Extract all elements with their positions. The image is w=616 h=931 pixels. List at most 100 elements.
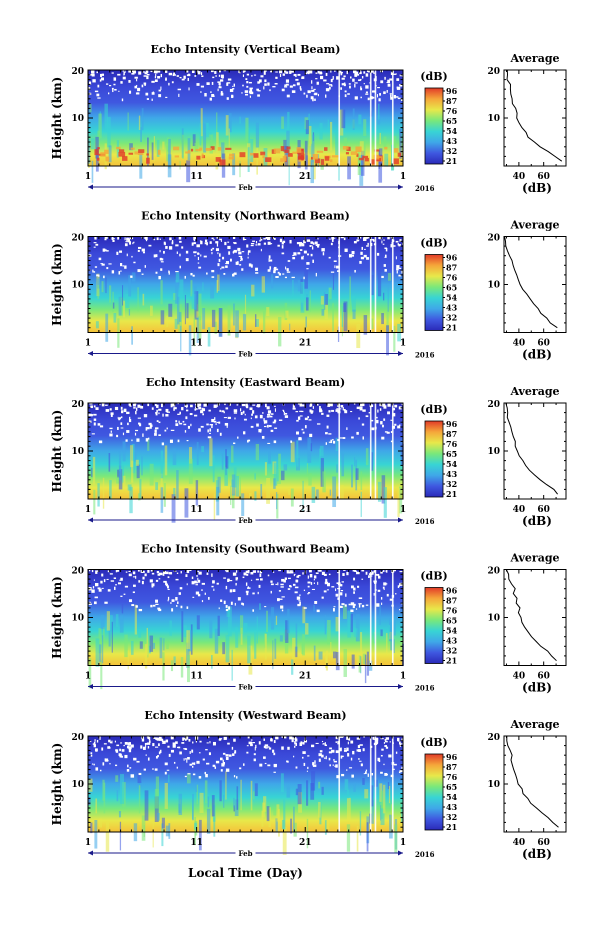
- no-data-speck: [381, 436, 385, 440]
- no-data-speck: [144, 265, 146, 268]
- no-data-speck: [205, 773, 208, 778]
- heatmap-streak: [306, 780, 309, 806]
- heatmap-streak: [165, 825, 170, 837]
- heatmap-streak: [354, 457, 356, 467]
- heatmap-strong-echo: [225, 147, 232, 150]
- heatmap-strong-echo: [324, 156, 330, 161]
- no-data-speck: [121, 410, 124, 414]
- no-data-speck: [242, 74, 245, 77]
- no-data-speck: [380, 754, 383, 757]
- no-data-speck: [216, 582, 219, 585]
- heatmap-streak: [209, 438, 213, 467]
- no-data-speck: [108, 746, 111, 748]
- heatmap-streak: [264, 462, 268, 476]
- no-data-speck: [287, 260, 291, 262]
- no-data-speck: [189, 751, 191, 754]
- panel-title: Echo Intensity (Vertical Beam): [150, 43, 340, 56]
- no-data-speck: [341, 77, 345, 80]
- no-data-speck: [303, 740, 308, 743]
- no-data-speck: [245, 570, 249, 574]
- no-data-speck: [217, 88, 219, 92]
- no-data-speck: [390, 419, 394, 421]
- no-data-speck: [175, 578, 179, 581]
- month-span-arrow-left: [88, 351, 93, 356]
- no-data-speck: [353, 403, 356, 405]
- no-data-speck: [211, 269, 215, 273]
- no-data-speck: [397, 243, 399, 246]
- no-data-speck: [388, 754, 392, 758]
- heatmap-streak: [141, 456, 143, 476]
- no-data-speck: [151, 407, 154, 410]
- colorbar-tick-label: 76: [446, 606, 458, 616]
- no-data-speck: [289, 85, 293, 88]
- data-gap: [338, 403, 341, 499]
- no-data-speck: [398, 741, 401, 745]
- heatmap-streak: [179, 160, 181, 170]
- heatmap-streak: [118, 296, 122, 316]
- colorbar-tick-label: 96: [446, 752, 458, 762]
- no-data-speck: [398, 406, 402, 410]
- panel-2: Echo Intensity (Northward Beam)1020Heigh…: [50, 210, 567, 362]
- no-data-speck: [223, 600, 226, 605]
- no-data-speck: [185, 258, 189, 262]
- heatmap-streak: [117, 318, 120, 348]
- heatmap-strong-echo: [310, 157, 314, 160]
- no-data-speck: [155, 756, 158, 759]
- no-data-speck: [195, 406, 198, 409]
- no-data-speck: [316, 243, 320, 246]
- no-data-speck: [209, 424, 214, 426]
- heatmap-streak: [162, 141, 165, 150]
- no-data-speck: [260, 248, 262, 252]
- heatmap-strong-echo: [146, 153, 149, 156]
- no-data-speck: [399, 770, 403, 773]
- no-data-speck: [204, 592, 206, 595]
- no-data-speck: [96, 274, 99, 277]
- heatmap-streak: [306, 155, 308, 167]
- x-tick-label: 21: [299, 838, 312, 848]
- no-data-speck: [380, 771, 383, 774]
- no-data-speck: [268, 747, 272, 750]
- no-data-speck: [168, 270, 170, 274]
- no-data-speck: [137, 417, 141, 419]
- month-label: Feb: [239, 183, 253, 192]
- no-data-speck: [274, 82, 278, 85]
- heatmap-strong-echo: [392, 158, 399, 165]
- no-data-speck: [342, 437, 346, 439]
- heatmap-streak: [173, 487, 176, 496]
- heatmap-streak: [259, 603, 261, 610]
- no-data-speck: [297, 73, 301, 76]
- no-data-speck: [118, 90, 120, 92]
- no-data-speck: [211, 585, 214, 588]
- no-data-speck: [266, 424, 269, 428]
- no-data-speck: [227, 578, 230, 582]
- no-data-speck: [277, 271, 280, 274]
- no-data-speck: [349, 85, 351, 89]
- no-data-speck: [350, 76, 352, 79]
- heatmap-strong-echo: [280, 158, 283, 163]
- no-data-speck: [88, 603, 92, 605]
- no-data-speck: [371, 772, 374, 776]
- heatmap-streak: [118, 451, 122, 472]
- no-data-speck: [286, 761, 289, 763]
- no-data-speck: [187, 773, 191, 775]
- no-data-speck: [384, 76, 386, 80]
- colorbar-tick-label: 32: [446, 313, 457, 323]
- no-data-speck: [242, 70, 245, 73]
- heatmap-streak: [335, 651, 340, 671]
- no-data-speck: [310, 411, 313, 414]
- no-data-speck: [229, 403, 231, 406]
- no-data-speck: [390, 94, 392, 98]
- panel-1: Echo Intensity (Vertical Beam)1020Height…: [50, 43, 567, 195]
- no-data-speck: [367, 242, 369, 246]
- no-data-speck: [326, 589, 329, 591]
- no-data-speck: [283, 410, 285, 413]
- x-tick-label: 11: [190, 505, 203, 515]
- heatmap-streak: [174, 318, 178, 329]
- no-data-speck: [268, 258, 270, 262]
- no-data-speck: [334, 70, 336, 72]
- no-data-speck: [158, 421, 161, 424]
- no-data-speck: [279, 598, 283, 600]
- no-data-speck: [227, 241, 230, 243]
- no-data-speck: [261, 435, 265, 439]
- no-data-speck: [306, 262, 310, 265]
